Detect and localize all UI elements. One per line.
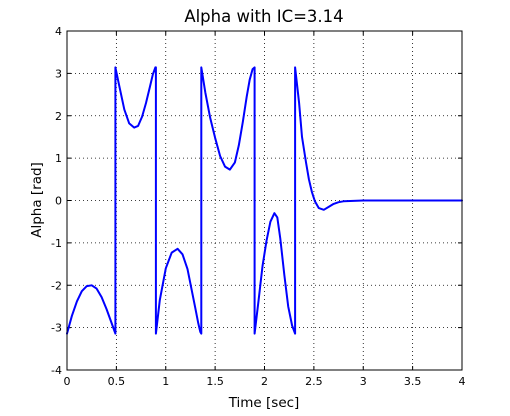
y-axis-label: Alpha [rad] (29, 162, 45, 238)
series-layer (66, 66, 463, 335)
y-tick-label: -1 (51, 237, 62, 250)
x-tick-label: 0 (64, 375, 71, 388)
x-tick-label: 3 (360, 375, 367, 388)
y-tick-label: 1 (55, 152, 62, 165)
x-tick-label: 0.5 (108, 375, 126, 388)
x-tick-label: 1 (162, 375, 169, 388)
x-tick-label: 2 (261, 375, 268, 388)
x-tick-labels: 0 0.5 1 1.5 2 2.5 3 3.5 4 (64, 375, 466, 388)
y-tick-label: -4 (51, 364, 62, 377)
y-tick-label: 0 (55, 195, 62, 208)
y-tick-label: -3 (51, 322, 62, 335)
y-tick-label: 2 (55, 110, 62, 123)
y-tick-label: 4 (55, 25, 62, 38)
x-tick-label: 4 (459, 375, 466, 388)
chart-title: Alpha with IC=3.14 (184, 7, 343, 26)
x-tick-label: 2.5 (305, 375, 323, 388)
x-tick-label: 3.5 (404, 375, 422, 388)
x-tick-label: 1.5 (206, 375, 224, 388)
series-line-0 (66, 66, 463, 335)
y-tick-labels: -4 -3 -2 -1 0 1 2 3 4 (51, 25, 62, 377)
x-axis-label: Time [sec] (228, 395, 300, 411)
y-tick-label: -2 (51, 279, 62, 292)
y-tick-label: 3 (55, 67, 62, 80)
axes-box (66, 30, 463, 371)
